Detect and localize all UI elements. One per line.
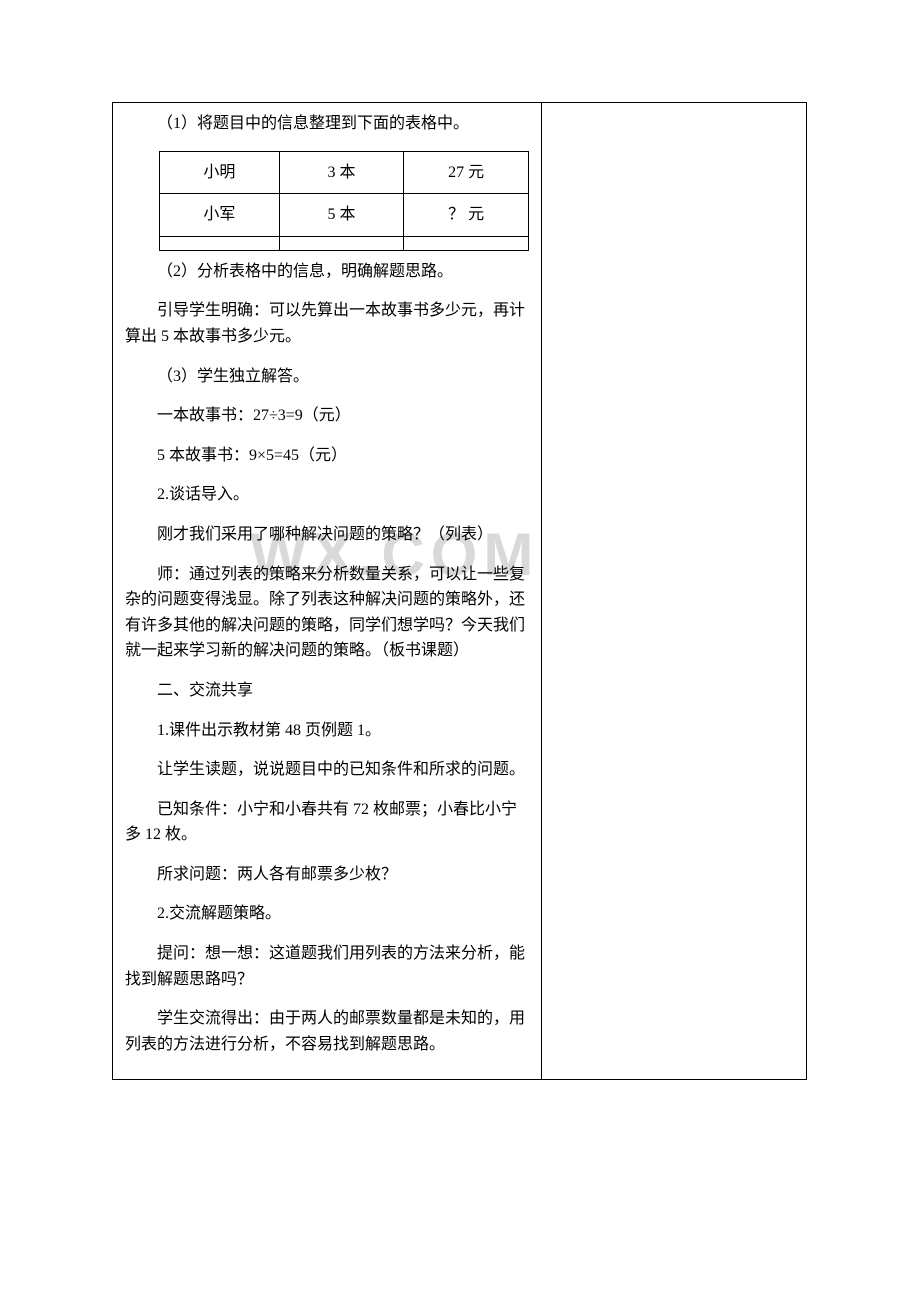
para-conclusion: 学生交流得出：由于两人的邮票数量都是未知的，用列表的方法进行分析，不容易找到解题… — [125, 1006, 529, 1057]
para-strategy: 2.交流解题策略。 — [125, 901, 529, 927]
table-row: 小明 3 本 27 元 — [160, 151, 529, 194]
info-table: 小明 3 本 27 元 小军 5 本 ？ 元 — [159, 151, 529, 251]
cell-r2c2: 5 本 — [279, 194, 404, 237]
para-question: 所求问题：两人各有邮票多少枚？ — [125, 862, 529, 888]
para-ask: 提问：想一想：这道题我们用列表的方法来分析，能找到解题思路吗？ — [125, 941, 529, 992]
lesson-content: （1）将题目中的信息整理到下面的表格中。 小明 3 本 27 元 小军 5 本 … — [113, 103, 541, 1079]
para-read: 让学生读题，说说题目中的已知条件和所求的问题。 — [125, 757, 529, 783]
para-example: 1.课件出示教材第 48 页例题 1。 — [125, 718, 529, 744]
text-step1: （1）将题目中的信息整理到下面的表格中。 — [157, 115, 469, 132]
cell-r1c3: 27 元 — [404, 151, 529, 194]
para-known: 已知条件：小宁和小春共有 72 枚邮票；小春比小宁多 12 枚。 — [125, 797, 529, 848]
para-strategy-q: 刚才我们采用了哪种解决问题的策略？（列表） — [125, 522, 529, 548]
para-teacher: 师：通过列表的策略来分析数量关系，可以让一些复杂的问题变得浅显。除了列表这种解决… — [125, 562, 529, 664]
para-calc2: 5 本故事书：9×5=45（元） — [125, 443, 529, 469]
para-guide: 引导学生明确：可以先算出一本故事书多少元，再计算出 5 本故事书多少元。 — [125, 298, 529, 349]
table-row: 小军 5 本 ？ 元 — [160, 194, 529, 237]
right-empty-cell — [542, 103, 807, 1080]
para-calc1: 一本故事书：27÷3=9（元） — [125, 403, 529, 429]
cell-r1c2: 3 本 — [279, 151, 404, 194]
cell-r2c1: 小军 — [160, 194, 280, 237]
para-heading2: 二、交流共享 — [125, 678, 529, 704]
para-step2: （2）分析表格中的信息，明确解题思路。 — [125, 259, 529, 285]
cell-r1c1: 小明 — [160, 151, 280, 194]
cell-empty3 — [404, 236, 529, 250]
cell-empty2 — [279, 236, 404, 250]
cell-r2c3: ？ 元 — [404, 194, 529, 237]
cell-empty1 — [160, 236, 280, 250]
outer-layout-table: （1）将题目中的信息整理到下面的表格中。 小明 3 本 27 元 小军 5 本 … — [112, 102, 807, 1080]
para-intro: 2.谈话导入。 — [125, 482, 529, 508]
para-step1: （1）将题目中的信息整理到下面的表格中。 — [125, 111, 529, 137]
para-step3: （3）学生独立解答。 — [125, 364, 529, 390]
table-row-empty — [160, 236, 529, 250]
left-content-cell: （1）将题目中的信息整理到下面的表格中。 小明 3 本 27 元 小军 5 本 … — [113, 103, 542, 1080]
